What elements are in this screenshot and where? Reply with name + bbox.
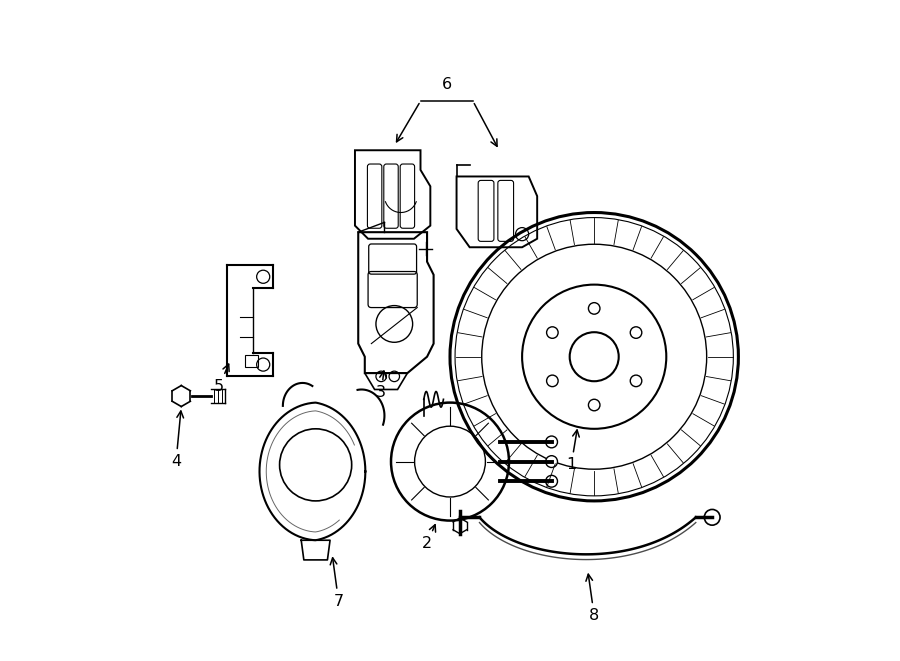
Circle shape [545,475,557,487]
Text: 7: 7 [330,558,344,609]
Circle shape [545,455,557,467]
Text: 3: 3 [376,371,386,401]
Text: 5: 5 [214,364,230,394]
Circle shape [545,436,557,447]
Text: 2: 2 [422,525,436,551]
Text: 6: 6 [442,77,452,92]
Text: 1: 1 [566,430,580,473]
Text: 8: 8 [586,574,599,623]
Text: 4: 4 [171,411,184,469]
